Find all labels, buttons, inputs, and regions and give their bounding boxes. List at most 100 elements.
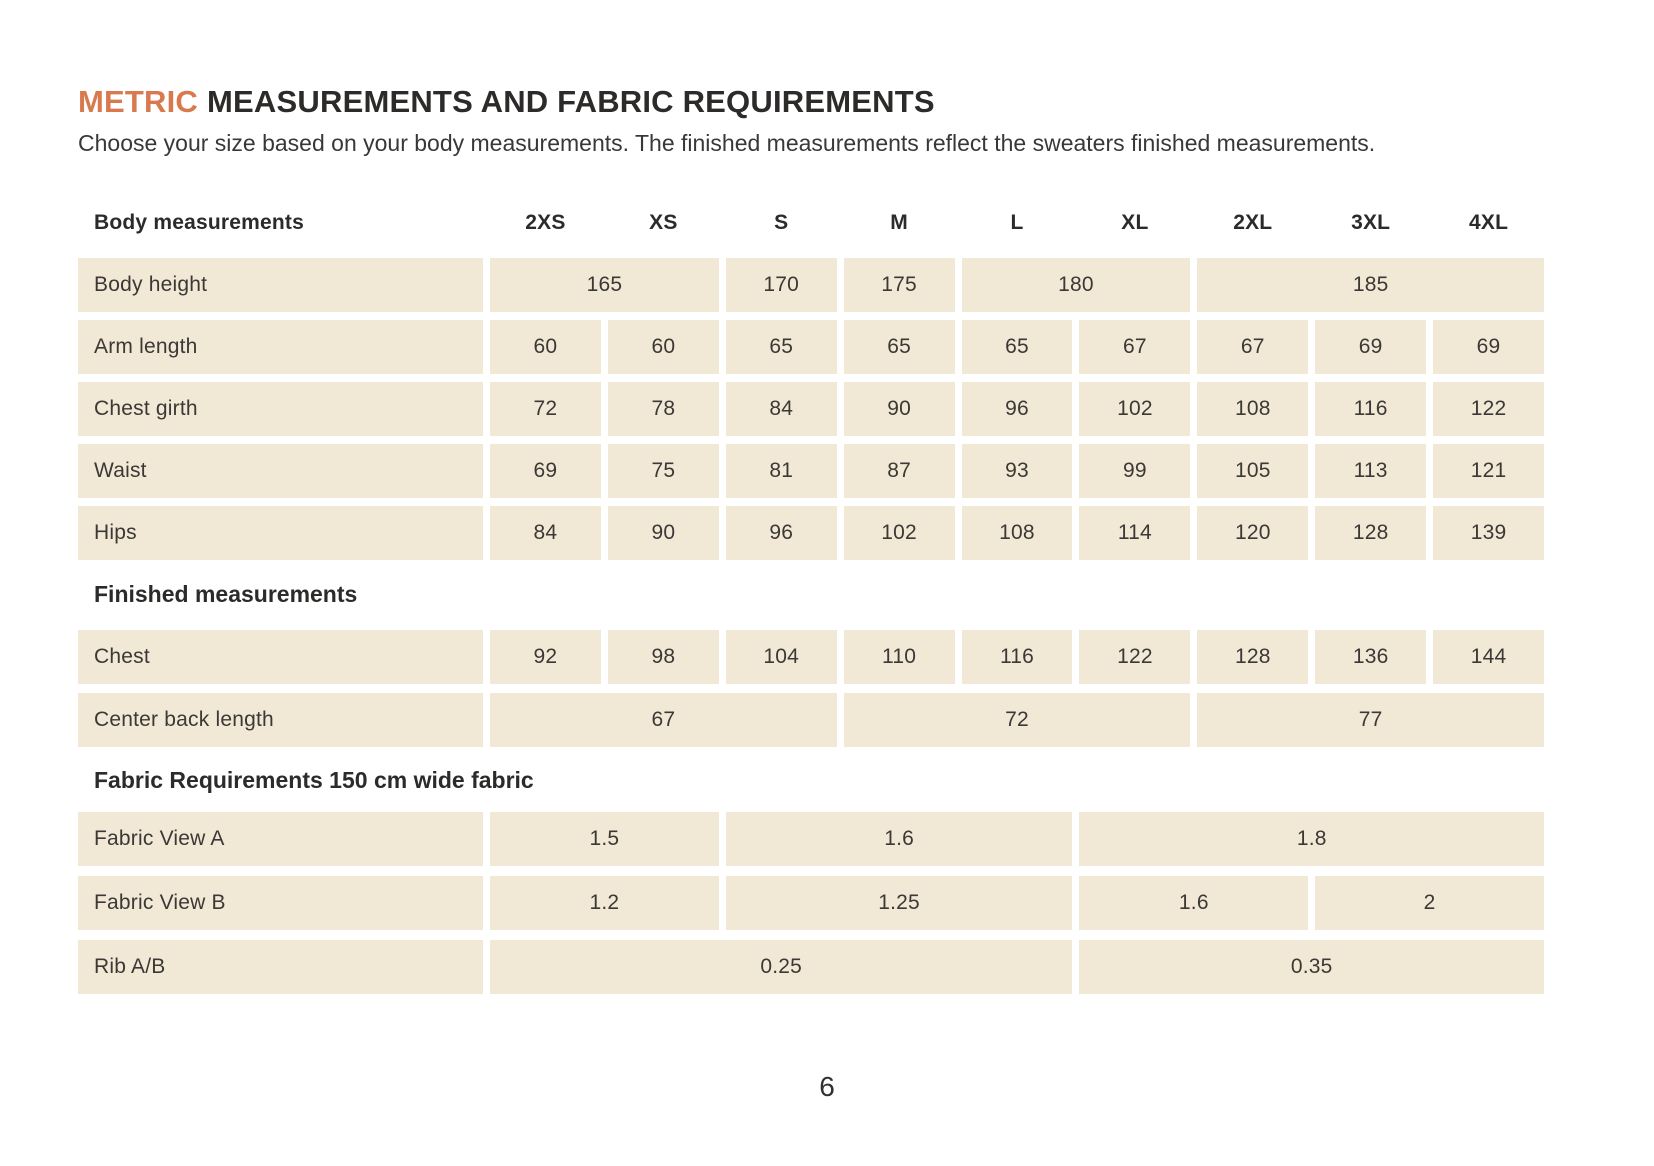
value-cell: 116	[961, 630, 1073, 684]
value-cell: 78	[607, 382, 719, 436]
value-cell: 1.2	[490, 876, 719, 930]
value-cell: 72	[490, 382, 601, 436]
value-cell: 69	[1315, 320, 1427, 374]
page: METRIC MEASUREMENTS AND FABRIC REQUIREMEN…	[78, 84, 1544, 994]
value-cell: 81	[725, 444, 837, 498]
table-row: Fabric View B 1.2 1.25 1.6 2	[78, 876, 1544, 930]
table-row: Body height 165 170 175 180 185	[78, 258, 1544, 312]
value-cell: 139	[1433, 506, 1544, 560]
value-cell: 87	[843, 444, 955, 498]
page-title: METRIC MEASUREMENTS AND FABRIC REQUIREMEN…	[78, 84, 1544, 120]
value-cell: 116	[1315, 382, 1427, 436]
section-finished-measurements: Chest 92 98 104 110 116 122 128 136 144 Center bac…	[78, 630, 1544, 747]
table-row: Waist 69 75 81 87 93 99 105 113 121	[78, 444, 1544, 498]
table-header-row: Body measurements 2XS XS S M L XL 2XL 3XL 4XL	[78, 206, 1544, 239]
table-row: Center back length 67 72 77	[78, 693, 1544, 747]
value-cell: 72	[843, 693, 1191, 747]
value-cell: 96	[725, 506, 837, 560]
value-cell: 93	[961, 444, 1073, 498]
row-label: Arm length	[78, 320, 483, 374]
value-cell: 108	[1197, 382, 1309, 436]
page-subtitle: Choose your size based on your body meas…	[78, 130, 1376, 156]
row-label: Waist	[78, 444, 483, 498]
section-body-measurements: Body height 165 170 175 180 185 Arm length 60 60…	[78, 258, 1544, 560]
row-label: Fabric View B	[78, 876, 483, 930]
value-cell: 108	[961, 506, 1073, 560]
value-cell: 99	[1079, 444, 1191, 498]
value-cell: 0.35	[1079, 940, 1544, 994]
value-cell: 1.6	[1079, 876, 1309, 930]
value-cell: 90	[607, 506, 719, 560]
section-fabric-requirements: Fabric View A 1.5 1.6 1.8 Fabric View B 1.2 1.…	[78, 812, 1544, 994]
column-header-size: S	[774, 210, 789, 234]
column-header-body-measurements: Body measurements	[94, 210, 304, 234]
value-cell: 1.5	[490, 812, 719, 866]
column-header-size: XL	[1121, 210, 1149, 234]
value-cell: 136	[1315, 630, 1427, 684]
value-cell: 102	[1079, 382, 1191, 436]
value-cell: 69	[1433, 320, 1544, 374]
value-cell: 128	[1197, 630, 1309, 684]
value-cell: 114	[1079, 506, 1191, 560]
value-cell: 105	[1197, 444, 1309, 498]
value-cell: 1.6	[725, 812, 1073, 866]
table-row: Chest girth 72 78 84 90 96 102 108 116 122	[78, 382, 1544, 436]
value-cell: 60	[607, 320, 719, 374]
value-cell: 113	[1315, 444, 1427, 498]
table-row: Chest 92 98 104 110 116 122 128 136 144	[78, 630, 1544, 684]
page-number: 6	[819, 1071, 835, 1102]
value-cell: 120	[1197, 506, 1309, 560]
value-cell: 185	[1197, 258, 1544, 312]
page-title-rest: MEASUREMENTS AND FABRIC REQUIREMENTS	[207, 84, 935, 119]
value-cell: 110	[843, 630, 955, 684]
column-header-size: 2XS	[525, 210, 566, 234]
value-cell: 1.25	[725, 876, 1073, 930]
value-cell: 165	[490, 258, 719, 312]
value-cell: 98	[607, 630, 719, 684]
column-header-size: 4XL	[1468, 210, 1509, 234]
value-cell: 60	[490, 320, 601, 374]
value-cell: 67	[490, 693, 837, 747]
value-cell: 128	[1315, 506, 1427, 560]
row-label: Chest girth	[78, 382, 483, 436]
value-cell: 2	[1315, 876, 1544, 930]
column-header-size: XS	[649, 210, 678, 234]
column-header-size: L	[1010, 210, 1024, 234]
value-cell: 84	[490, 506, 601, 560]
page-title-highlight: METRIC	[78, 84, 199, 119]
page-footer: 6	[0, 1072, 1654, 1102]
row-label: Body height	[78, 258, 483, 312]
value-cell: 104	[725, 630, 837, 684]
value-cell: 90	[843, 382, 955, 436]
row-label: Fabric View A	[78, 812, 483, 866]
row-label: Chest	[78, 630, 483, 684]
value-cell: 75	[607, 444, 719, 498]
value-cell: 144	[1433, 630, 1544, 684]
value-cell: 67	[1079, 320, 1191, 374]
value-cell: 77	[1197, 693, 1544, 747]
value-cell: 1.8	[1079, 812, 1544, 866]
table-row: Hips 84 90 96 102 108 114 120 128 139	[78, 506, 1544, 560]
column-header-size: 2XL	[1233, 210, 1273, 234]
table-row: Rib A/B 0.25 0.35	[78, 940, 1544, 994]
value-cell: 122	[1433, 382, 1544, 436]
value-cell: 65	[725, 320, 837, 374]
table-row: Arm length 60 60 65 65 65 67 67 69 69	[78, 320, 1544, 374]
row-label: Hips	[78, 506, 483, 560]
value-cell: 96	[961, 382, 1073, 436]
value-cell: 67	[1197, 320, 1309, 374]
section-heading-finished-measurements: Finished measurements	[94, 581, 358, 607]
value-cell: 65	[843, 320, 955, 374]
value-cell: 180	[961, 258, 1191, 312]
value-cell: 84	[725, 382, 837, 436]
table-row: Fabric View A 1.5 1.6 1.8	[78, 812, 1544, 866]
column-header-size: M	[890, 210, 908, 234]
value-cell: 69	[490, 444, 601, 498]
column-header-size: 3XL	[1351, 210, 1391, 234]
value-cell: 92	[490, 630, 601, 684]
size-table: Body measurements 2XS XS S M L XL 2XL 3XL 4XL Bo…	[78, 206, 1544, 994]
value-cell: 122	[1079, 630, 1191, 684]
value-cell: 175	[843, 258, 955, 312]
value-cell: 170	[725, 258, 837, 312]
value-cell: 121	[1433, 444, 1544, 498]
